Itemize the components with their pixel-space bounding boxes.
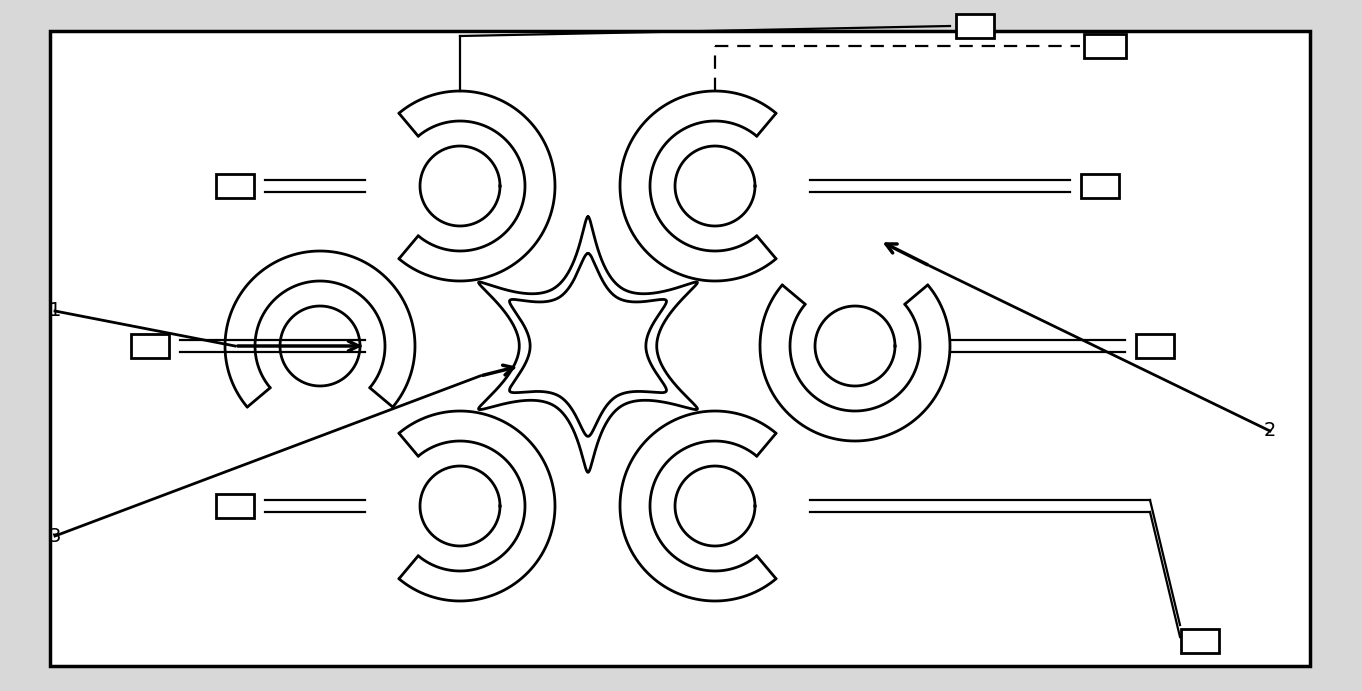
- Text: 1: 1: [49, 301, 61, 321]
- Bar: [131, 334, 169, 358]
- Bar: [1084, 34, 1126, 58]
- Bar: [956, 14, 994, 38]
- Bar: [217, 494, 253, 518]
- Bar: [1181, 629, 1219, 653]
- Bar: [217, 174, 253, 198]
- Bar: [1081, 174, 1120, 198]
- Text: 3: 3: [49, 527, 61, 545]
- Text: 2: 2: [1264, 422, 1276, 440]
- Bar: [1136, 334, 1174, 358]
